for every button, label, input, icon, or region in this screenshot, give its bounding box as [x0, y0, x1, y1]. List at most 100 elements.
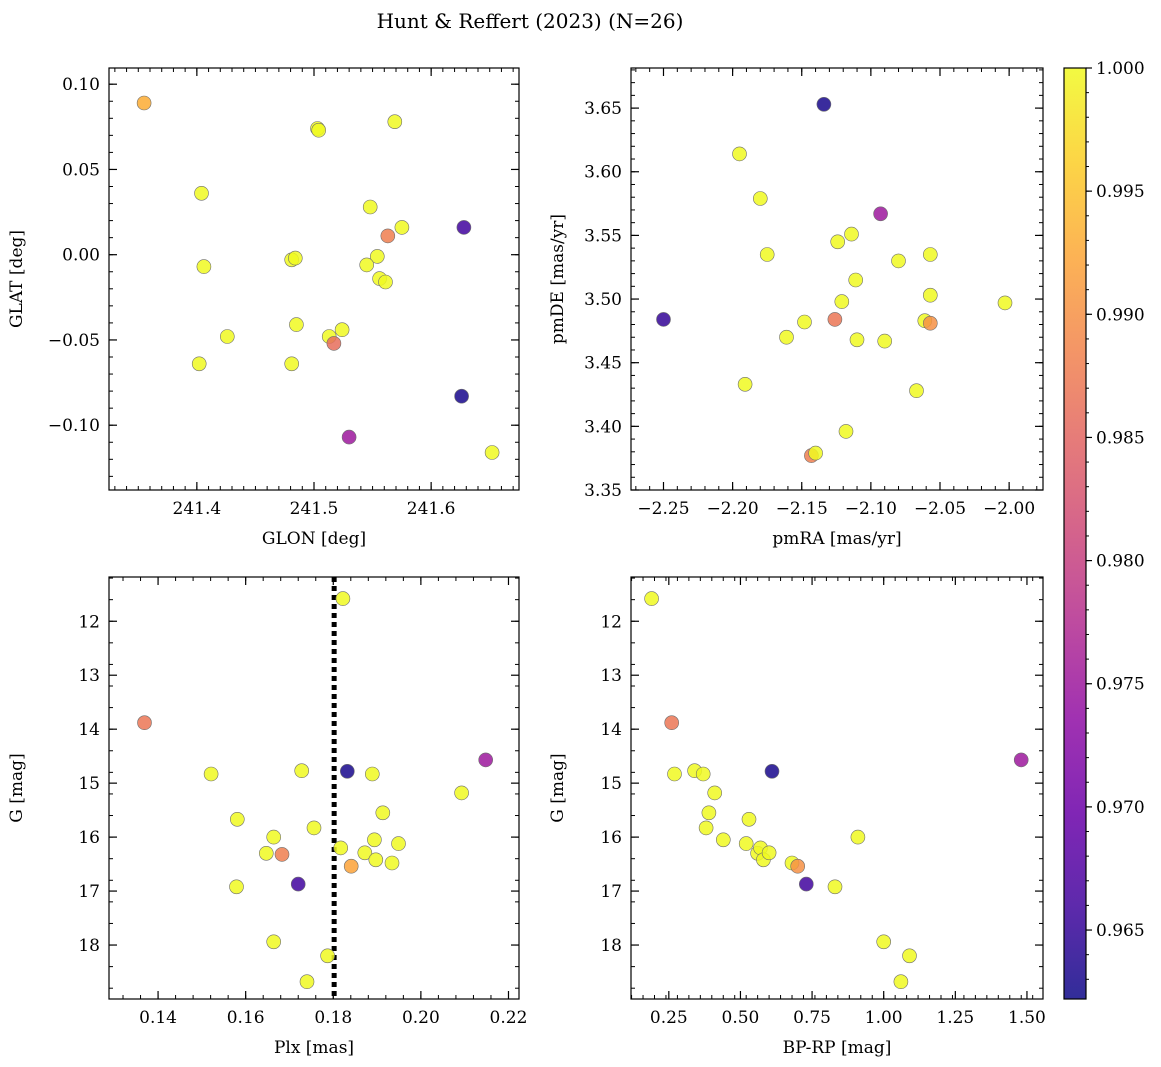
data-point [456, 220, 472, 235]
data-point [333, 840, 349, 856]
data-point [737, 376, 753, 392]
x-tick-label: 241.4 [173, 499, 222, 519]
panel-4: 0.25 0.50 0.75 1.00 1.25 1.50 12 13 14 15 16 17 18 BP… [548, 576, 1046, 1058]
axes-frame [630, 576, 1044, 1000]
x-tick-label: 0.16 [227, 1008, 265, 1028]
y-tick-label: 14 [78, 720, 100, 740]
data-point [1013, 752, 1029, 768]
data-point [732, 146, 747, 162]
data-point [194, 186, 209, 201]
data-point [759, 247, 775, 262]
data-point [664, 715, 680, 731]
data-point [695, 766, 711, 782]
x-tick-label: −2.20 [707, 499, 759, 519]
x-axis-label: BP-RP [mag] [783, 1038, 892, 1058]
data-point [797, 314, 812, 330]
data-point [230, 811, 245, 827]
data-point [790, 858, 806, 874]
colorbar-tick-label: 0.970 [1096, 798, 1145, 818]
data-point [849, 332, 865, 348]
colorbar-tick-label: 0.985 [1096, 428, 1145, 448]
data-point [830, 234, 846, 250]
x-tick-label: −2.05 [914, 499, 966, 519]
data-point [838, 424, 854, 439]
data-point [752, 191, 768, 206]
data-point [191, 356, 207, 372]
data-point [454, 388, 469, 404]
data-point [741, 811, 757, 827]
panel-3: 0.14 0.16 0.18 0.20 0.22 12 13 14 15 16 17 18 Plx [m… [7, 576, 528, 1058]
data-point [266, 934, 282, 950]
data-point [922, 287, 938, 303]
y-tick-label: −0.05 [48, 331, 100, 351]
x-tick-label: −2.00 [983, 499, 1035, 519]
data-point [816, 97, 832, 112]
data-point [667, 766, 682, 782]
data-point [335, 591, 351, 606]
x-tick-label: 1.25 [936, 1008, 974, 1028]
data-point [258, 845, 274, 861]
x-tick-label: 0.14 [139, 1008, 177, 1028]
data-point [203, 766, 219, 782]
y-axis-label: G [mag] [7, 753, 27, 822]
colorbar-tick-label: 0.980 [1096, 552, 1145, 572]
colorbar-frame [1063, 67, 1087, 1000]
data-point [761, 845, 777, 861]
y-tick-label: 14 [600, 720, 622, 740]
colorbar-tick-label: 1.000 [1096, 59, 1145, 79]
data-point [893, 974, 909, 990]
x-tick-label: −2.25 [637, 499, 689, 519]
y-tick-label: 3.35 [584, 481, 622, 501]
data-point [326, 336, 342, 351]
data-point [287, 250, 303, 266]
y-tick-label: 3.60 [584, 163, 622, 183]
data-point [274, 847, 290, 862]
data-point [339, 763, 355, 779]
y-tick-label: 15 [78, 774, 100, 794]
data-point [343, 858, 359, 874]
figure-title: Hunt & Reffert (2023) (N=26) [377, 9, 684, 33]
data-point [294, 763, 310, 779]
data-point [290, 876, 306, 892]
data-point [384, 855, 400, 871]
data-point [779, 329, 794, 345]
x-tick-label: 0.50 [722, 1008, 760, 1028]
data-point [844, 226, 859, 242]
data-point [738, 836, 754, 851]
y-tick-label: 0.05 [62, 160, 100, 180]
x-tick-label: 0.18 [314, 1008, 352, 1028]
y-axis-label: pmDE [mas/yr] [548, 214, 568, 344]
y-tick-label: 3.50 [584, 290, 622, 310]
y-axis-label: G [mag] [548, 753, 568, 822]
x-tick-label: 241.5 [290, 499, 339, 519]
x-tick-label: 0.22 [490, 1008, 528, 1028]
data-point [357, 845, 373, 861]
data-point [701, 805, 717, 821]
data-point [454, 785, 469, 801]
data-point [341, 429, 357, 445]
data-point [922, 315, 938, 331]
y-tick-label: 17 [600, 882, 622, 902]
panel-2: −2.25 −2.20 −2.15 −2.10 −2.05 −2.00 3.35 3.40 3.… [548, 67, 1044, 549]
x-tick-label: 1.00 [865, 1008, 903, 1028]
data-point [891, 253, 906, 269]
data-point [827, 312, 843, 327]
x-tick-label: 0.75 [793, 1008, 831, 1028]
data-point [266, 829, 282, 845]
data-point [808, 445, 823, 461]
data-point [997, 295, 1013, 311]
data-point [311, 122, 327, 138]
panels: 241.4 241.5 241.6 0.10 0.05 0.00 −0.05 −0.10 GLO… [7, 67, 1046, 1058]
data-point [922, 247, 938, 262]
x-tick-label: 241.6 [407, 499, 456, 519]
data-point [378, 274, 393, 290]
y-tick-label: 17 [78, 882, 100, 902]
y-tick-label: 3.55 [584, 226, 622, 246]
colorbar-gradient [1064, 68, 1086, 999]
x-tick-label: −2.10 [845, 499, 897, 519]
data-point [877, 333, 893, 349]
data-point [380, 228, 396, 244]
y-tick-label: 16 [600, 828, 622, 848]
data-point [656, 312, 671, 327]
